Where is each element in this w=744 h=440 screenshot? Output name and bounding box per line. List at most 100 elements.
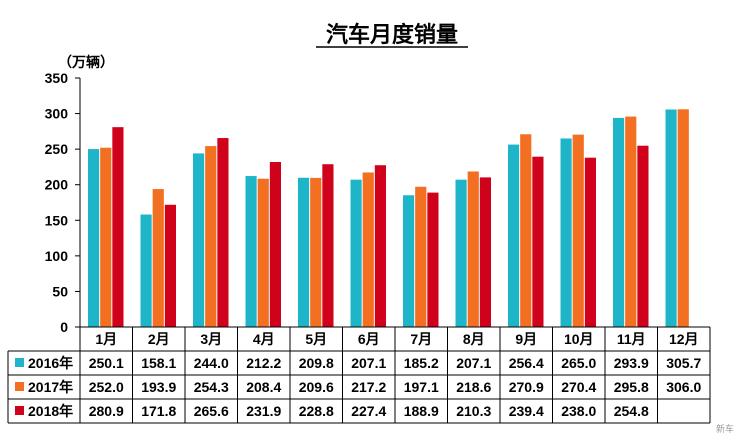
data-label: 270.9 bbox=[509, 379, 544, 395]
data-label: 208.4 bbox=[246, 379, 281, 395]
bar-2017年-10月 bbox=[572, 134, 584, 327]
data-label: 171.8 bbox=[141, 403, 176, 419]
bar-2016年-6月 bbox=[350, 179, 362, 327]
data-label: 228.8 bbox=[299, 403, 334, 419]
bar-2018年-3月 bbox=[217, 138, 229, 327]
bar-2016年-1月 bbox=[88, 149, 100, 327]
bar-2018年-7月 bbox=[427, 192, 439, 327]
data-label: 293.9 bbox=[614, 355, 649, 371]
watermark: 新车 bbox=[716, 423, 734, 435]
bar-2016年-9月 bbox=[508, 144, 520, 327]
x-tick-label: 9月 bbox=[515, 331, 537, 347]
bar-2018年-9月 bbox=[532, 156, 544, 327]
legend-label: 2017年 bbox=[28, 379, 73, 395]
y-tick-label: 50 bbox=[52, 283, 68, 299]
bar-2016年-2月 bbox=[140, 214, 152, 327]
x-tick-label: 10月 bbox=[564, 331, 594, 347]
bar-2018年-2月 bbox=[164, 204, 176, 327]
data-label: 239.4 bbox=[509, 403, 544, 419]
bar-2017年-4月 bbox=[257, 178, 269, 327]
y-tick-label: 150 bbox=[45, 212, 69, 228]
x-tick-label: 8月 bbox=[463, 331, 485, 347]
data-label: 197.1 bbox=[404, 379, 439, 395]
data-label: 212.2 bbox=[246, 355, 281, 371]
data-label: 254.3 bbox=[194, 379, 229, 395]
bar-2018年-5月 bbox=[322, 164, 334, 327]
bar-2017年-9月 bbox=[520, 134, 532, 327]
data-label: 252.0 bbox=[89, 379, 124, 395]
data-label: 207.1 bbox=[351, 355, 386, 371]
bar-2017年-11月 bbox=[625, 116, 637, 328]
data-label: 270.4 bbox=[561, 379, 596, 395]
data-label: 188.9 bbox=[404, 403, 439, 419]
bar-2018年-10月 bbox=[584, 157, 596, 327]
data-label: 244.0 bbox=[194, 355, 229, 371]
data-label: 231.9 bbox=[246, 403, 281, 419]
bar-2016年-12月 bbox=[665, 109, 677, 327]
legend-key-2016年 bbox=[15, 358, 24, 367]
data-label: 254.8 bbox=[614, 403, 649, 419]
bar-2016年-3月 bbox=[193, 153, 205, 327]
bar-2016年-11月 bbox=[613, 117, 625, 328]
bar-2018年-4月 bbox=[269, 162, 281, 327]
y-tick-label: 250 bbox=[45, 141, 69, 157]
data-label: 193.9 bbox=[141, 379, 176, 395]
y-tick-label: 300 bbox=[45, 106, 69, 122]
y-tick-label: 200 bbox=[45, 177, 69, 193]
bar-2017年-7月 bbox=[415, 186, 427, 327]
x-tick-label: 1月 bbox=[95, 331, 117, 347]
y-tick-label: 350 bbox=[45, 70, 69, 86]
legend-key-2018年 bbox=[15, 406, 24, 415]
bar-2017年-2月 bbox=[152, 189, 164, 327]
data-label: 256.4 bbox=[509, 355, 544, 371]
bar-2016年-4月 bbox=[245, 176, 257, 327]
x-tick-label: 3月 bbox=[200, 331, 222, 347]
bar-2018年-11月 bbox=[637, 145, 649, 327]
data-label: 217.2 bbox=[351, 379, 386, 395]
data-label: 209.6 bbox=[299, 379, 334, 395]
legend-label: 2016年 bbox=[28, 355, 73, 371]
x-tick-label: 11月 bbox=[617, 331, 646, 347]
data-label: 295.8 bbox=[614, 379, 649, 395]
bar-2017年-1月 bbox=[100, 147, 112, 327]
bar-2018年-1月 bbox=[112, 127, 124, 327]
data-label: 306.0 bbox=[666, 379, 701, 395]
data-label: 210.3 bbox=[456, 403, 491, 419]
data-label: 158.1 bbox=[141, 355, 176, 371]
data-label: 265.0 bbox=[561, 355, 596, 371]
bar-2016年-7月 bbox=[403, 195, 415, 327]
data-label: 280.9 bbox=[89, 403, 124, 419]
chart-title: 汽车月度销量 bbox=[326, 22, 458, 48]
data-label: 305.7 bbox=[666, 355, 701, 371]
bar-2018年-8月 bbox=[479, 177, 491, 327]
data-label: 227.4 bbox=[351, 403, 386, 419]
x-tick-label: 5月 bbox=[305, 331, 327, 347]
x-tick-label: 12月 bbox=[669, 331, 699, 347]
data-label: 209.8 bbox=[299, 355, 334, 371]
y-tick-label: 100 bbox=[45, 248, 69, 264]
x-tick-label: 4月 bbox=[253, 331, 275, 347]
bar-2017年-12月 bbox=[677, 109, 689, 327]
data-label: 185.2 bbox=[404, 355, 439, 371]
bar-2017年-6月 bbox=[362, 172, 374, 327]
y-tick-label: 0 bbox=[60, 319, 68, 335]
legend-label: 2018年 bbox=[28, 403, 73, 419]
x-tick-label: 7月 bbox=[410, 331, 432, 347]
data-label: 265.6 bbox=[194, 403, 229, 419]
bar-2016年-10月 bbox=[560, 138, 572, 327]
legend-key-2017年 bbox=[15, 382, 24, 391]
bar-2017年-3月 bbox=[205, 146, 217, 327]
bar-2016年-5月 bbox=[298, 177, 310, 327]
bar-2017年-5月 bbox=[310, 177, 322, 327]
bar-2016年-8月 bbox=[455, 179, 467, 327]
x-tick-label: 6月 bbox=[358, 331, 380, 347]
data-label: 250.1 bbox=[89, 355, 124, 371]
x-tick-label: 2月 bbox=[148, 331, 170, 347]
bar-2017年-8月 bbox=[467, 171, 479, 327]
data-label: 218.6 bbox=[456, 379, 491, 395]
y-axis-label: （万辆） bbox=[58, 54, 114, 70]
data-label: 207.1 bbox=[456, 355, 491, 371]
data-label: 238.0 bbox=[561, 403, 596, 419]
bar-2018年-6月 bbox=[374, 165, 386, 327]
